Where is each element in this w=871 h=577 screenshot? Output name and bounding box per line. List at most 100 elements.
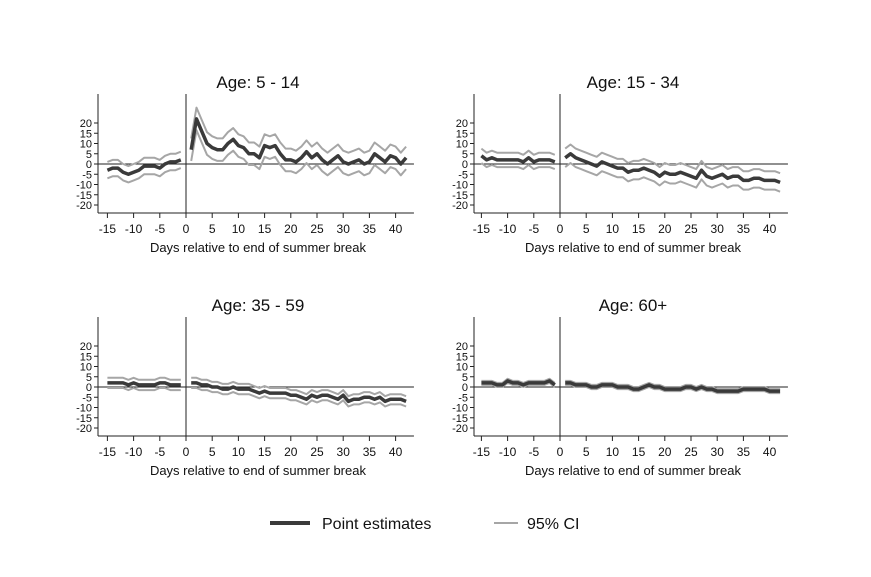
ci-upper-line-post: [190, 106, 407, 154]
y-tick-label: -20: [76, 423, 92, 435]
x-tick-label: 5: [583, 445, 590, 459]
x-tick-label: -10: [499, 445, 517, 459]
ci-lower-line-post: [191, 387, 407, 408]
y-tick-label: 10: [80, 362, 92, 374]
x-tick-label: -15: [473, 445, 491, 459]
y-tick-label: -20: [452, 200, 468, 212]
y-tick-label: -20: [452, 423, 468, 435]
y-tick-label: 15: [456, 351, 468, 363]
y-tick-label: -5: [458, 392, 468, 404]
y-tick-label: -15: [452, 413, 468, 425]
x-tick-label: 10: [232, 222, 246, 236]
y-tick-label: -5: [82, 169, 92, 181]
x-tick-label: 30: [711, 222, 725, 236]
x-tick-label: -5: [154, 222, 165, 236]
y-tick-label: 10: [80, 139, 92, 151]
y-tick-label: -5: [82, 392, 92, 404]
x-tick-label: -5: [528, 222, 539, 236]
x-tick-label: 15: [632, 222, 646, 236]
x-tick-label: 5: [583, 222, 590, 236]
y-tick-label: 0: [462, 382, 468, 394]
x-tick-label: 30: [337, 445, 351, 459]
x-tick-label: -15: [99, 445, 117, 459]
x-tick-label: 40: [763, 445, 777, 459]
x-tick-label: 10: [232, 445, 246, 459]
x-tick-label: 20: [658, 222, 672, 236]
point-estimate-line-post: [564, 152, 781, 185]
point-estimate-line-pre: [107, 381, 181, 387]
y-tick-label: -15: [76, 413, 92, 425]
x-tick-label: -5: [528, 445, 539, 459]
y-tick-label: 15: [80, 128, 92, 140]
x-tick-label: -15: [99, 222, 117, 236]
x-tick-label: 35: [363, 445, 377, 459]
ci-upper-line-post: [564, 143, 781, 175]
x-tick-label: 30: [711, 445, 725, 459]
x-tick-label: 30: [337, 222, 351, 236]
y-tick-label: 20: [456, 118, 468, 130]
x-tick-label: 20: [658, 445, 672, 459]
y-tick-label: 5: [86, 149, 92, 161]
panel-title: Age: 5 - 14: [216, 73, 299, 92]
y-tick-label: -20: [76, 200, 92, 212]
x-tick-label: 0: [183, 222, 190, 236]
x-tick-label: -15: [473, 222, 491, 236]
ci-lower-line-pre: [480, 162, 556, 171]
x-axis-label: Days relative to end of summer break: [150, 240, 367, 255]
point-estimate-line-post: [189, 117, 408, 166]
x-axis-label: Days relative to end of summer break: [525, 240, 742, 255]
x-tick-label: 20: [284, 222, 298, 236]
x-tick-label: 15: [632, 445, 646, 459]
x-tick-label: 10: [606, 222, 620, 236]
y-tick-label: 5: [462, 372, 468, 384]
y-tick-label: 20: [80, 118, 92, 130]
y-tick-label: 0: [462, 159, 468, 171]
x-tick-label: 5: [209, 445, 216, 459]
y-tick-label: -10: [452, 180, 468, 192]
ci-lower-line-post: [190, 129, 407, 177]
x-tick-label: 5: [209, 222, 216, 236]
legend: Point estimates 95% CI: [270, 516, 579, 533]
x-tick-label: 15: [258, 222, 272, 236]
y-tick-label: 15: [80, 351, 92, 363]
y-tick-label: 0: [86, 159, 92, 171]
panel-title: Age: 15 - 34: [587, 73, 680, 92]
x-tick-label: -10: [499, 222, 517, 236]
y-tick-label: 5: [86, 372, 92, 384]
point-estimate-line-pre: [106, 158, 182, 177]
y-tick-label: 5: [462, 149, 468, 161]
point-estimate-line-pre: [481, 379, 556, 387]
ci-upper-line-pre: [107, 376, 181, 381]
y-tick-label: 15: [456, 128, 468, 140]
x-axis-label: Days relative to end of summer break: [525, 463, 742, 478]
x-tick-label: 35: [737, 222, 751, 236]
ci-upper-line-pre: [480, 147, 556, 156]
y-tick-label: -10: [76, 403, 92, 415]
x-tick-label: 40: [389, 222, 403, 236]
ci-lower-line-post: [565, 383, 781, 395]
ci-lower-line-pre: [107, 387, 181, 392]
panel-title: Age: 60+: [599, 296, 668, 315]
x-tick-label: -10: [125, 445, 143, 459]
y-tick-label: -15: [76, 190, 92, 202]
x-tick-label: 25: [310, 445, 324, 459]
ci-lower-line-pre: [107, 167, 182, 184]
x-tick-label: 20: [284, 445, 298, 459]
point-estimate-line-post: [565, 381, 781, 393]
x-tick-label: 35: [737, 445, 751, 459]
x-tick-label: 25: [310, 222, 324, 236]
x-tick-label: 0: [557, 445, 564, 459]
ci-upper-line-post: [565, 379, 781, 391]
y-tick-label: -10: [452, 403, 468, 415]
legend-ci-label: 95% CI: [527, 516, 579, 533]
x-tick-label: 10: [606, 445, 620, 459]
x-tick-label: -5: [154, 445, 165, 459]
ci-lower-line-post: [564, 162, 781, 193]
y-tick-label: -10: [76, 180, 92, 192]
x-tick-label: 40: [389, 445, 403, 459]
ci-lower-line-pre: [481, 381, 556, 388]
